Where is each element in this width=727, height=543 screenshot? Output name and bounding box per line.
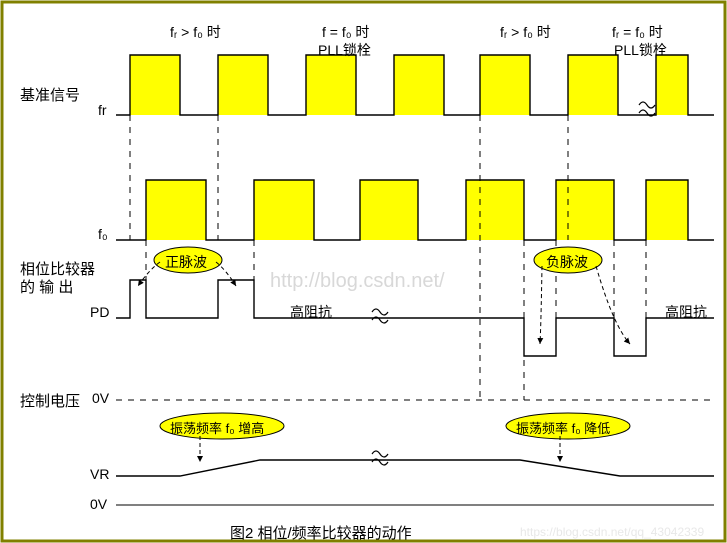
diagram-frame: fᵣ > f₀ 时 f = f₀ 时 PLL锁栓 fᵣ > f₀ 时 fᵣ = … xyxy=(0,0,727,543)
cond-4b: PLL锁栓 xyxy=(614,40,667,60)
bubble-neg-pulse: 负脉波 xyxy=(546,252,588,272)
label-ref-signal: 基准信号 xyxy=(20,84,80,105)
label-f0: f₀ xyxy=(98,226,108,242)
label-ctrl-voltage: 控制电压 xyxy=(20,390,80,411)
label-high-z-2: 高阻抗 xyxy=(665,302,707,322)
label-vr: VR xyxy=(90,466,109,482)
cond-2b: PLL锁栓 xyxy=(318,40,371,60)
label-0v-vr: 0V xyxy=(90,496,107,512)
caption: 图2 相位/频率比较器的动作 xyxy=(230,522,412,543)
watermark-main: http://blog.csdn.net/ xyxy=(270,270,445,293)
cond-4a: fᵣ = f₀ 时 xyxy=(612,22,663,42)
label-pd: PD xyxy=(90,304,109,320)
cond-3: fᵣ > f₀ 时 xyxy=(500,22,551,42)
bubble-osc-up: 振荡频率 f₀ 增高 xyxy=(170,418,264,437)
cond-2a: f = f₀ 时 xyxy=(322,22,369,42)
label-fr: fr xyxy=(98,102,107,118)
bubble-pos-pulse: 正脉波 xyxy=(165,252,207,272)
cond-1: fᵣ > f₀ 时 xyxy=(170,22,221,42)
label-phase-comp-2: 的 输 出 xyxy=(20,276,73,297)
bubble-osc-down: 振荡频率 f₀ 降低 xyxy=(516,418,610,437)
label-high-z-1: 高阻抗 xyxy=(290,302,332,322)
label-0v-ctrl: 0V xyxy=(92,390,109,406)
watermark-corner: https://blog.csdn.net/qq_43042339 xyxy=(520,525,704,539)
